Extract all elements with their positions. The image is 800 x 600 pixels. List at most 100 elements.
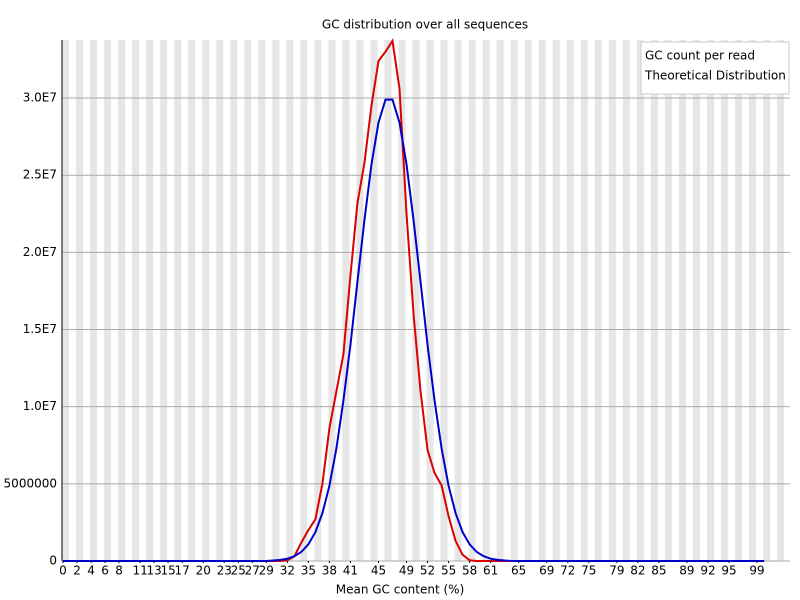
stripe bbox=[622, 40, 630, 561]
stripe bbox=[188, 40, 196, 561]
x-tick-label: 8 bbox=[115, 564, 123, 578]
stripe bbox=[650, 40, 658, 561]
x-tick-label: 69 bbox=[539, 564, 554, 578]
stripe bbox=[62, 40, 70, 561]
y-tick-label: 5000000 bbox=[4, 476, 57, 490]
stripe bbox=[580, 40, 588, 561]
stripe bbox=[160, 40, 168, 561]
stripe bbox=[720, 40, 729, 561]
stripe bbox=[412, 40, 420, 561]
stripe bbox=[468, 40, 476, 561]
x-tick-label: 72 bbox=[560, 564, 575, 578]
lines bbox=[63, 38, 765, 562]
x-tick-label: 75 bbox=[581, 564, 596, 578]
x-axis-label: Mean GC content (%) bbox=[336, 583, 465, 597]
stripe bbox=[426, 40, 434, 561]
stripe bbox=[496, 40, 504, 561]
x-tick-label: 25 bbox=[231, 564, 246, 578]
x-tick-label: 0 bbox=[59, 564, 67, 578]
stripe bbox=[328, 40, 336, 561]
stripe bbox=[314, 40, 322, 561]
stripe bbox=[356, 40, 364, 561]
stripe bbox=[230, 40, 238, 561]
y-tick-label: 1.5E7 bbox=[23, 322, 57, 336]
legend-box bbox=[640, 41, 790, 95]
legend-label: GC count per read bbox=[645, 49, 755, 63]
x-tick-label: 27 bbox=[245, 564, 260, 578]
x-tick-label: 29 bbox=[259, 564, 274, 578]
x-tick-label: 49 bbox=[399, 564, 414, 578]
y-tick-label: 2.5E7 bbox=[23, 168, 57, 182]
stripe bbox=[286, 40, 294, 561]
x-tick-label: 4 bbox=[87, 564, 95, 578]
x-tick-label: 65 bbox=[511, 564, 526, 578]
stripe bbox=[538, 40, 546, 561]
stripe bbox=[777, 40, 785, 561]
y-tick-label: 0 bbox=[49, 554, 57, 568]
x-tick-label: 52 bbox=[420, 564, 435, 578]
stripe bbox=[524, 40, 532, 561]
stripe bbox=[678, 40, 686, 561]
stripe bbox=[706, 40, 714, 561]
stripe bbox=[735, 40, 743, 561]
x-tick-label: 92 bbox=[700, 564, 715, 578]
stripe bbox=[118, 40, 126, 561]
stripe bbox=[384, 40, 392, 561]
x-tick-label: 35 bbox=[301, 564, 316, 578]
x-tick-label: 20 bbox=[196, 564, 211, 578]
x-tick-label: 13 bbox=[146, 564, 161, 578]
x-tick-label: 23 bbox=[217, 564, 232, 578]
stripe bbox=[692, 40, 700, 561]
x-tick-label: 79 bbox=[609, 564, 624, 578]
stripe bbox=[594, 40, 602, 561]
stripe bbox=[440, 40, 448, 561]
x-tick-label: 11 bbox=[132, 564, 147, 578]
y-tick-label: 1.0E7 bbox=[23, 399, 57, 413]
stripe bbox=[104, 40, 112, 561]
stripe bbox=[552, 40, 560, 561]
x-tick-label: 6 bbox=[101, 564, 109, 578]
x-tick-label: 61 bbox=[483, 564, 498, 578]
stripe bbox=[398, 40, 406, 561]
x-tick-label: 2 bbox=[73, 564, 81, 578]
chart-title: GC distribution over all sequences bbox=[322, 18, 528, 32]
x-tick-label: 55 bbox=[441, 564, 456, 578]
y-tick-label: 2.0E7 bbox=[23, 245, 57, 259]
series-line bbox=[63, 98, 765, 562]
stripe bbox=[566, 40, 574, 561]
stripe bbox=[202, 40, 210, 561]
stripe bbox=[608, 40, 616, 561]
x-tick-label: 89 bbox=[679, 564, 694, 578]
x-tick-label: 41 bbox=[343, 564, 358, 578]
legend-label: Theoretical Distribution bbox=[644, 69, 786, 83]
stripe bbox=[749, 40, 757, 561]
stripe bbox=[174, 40, 182, 561]
stripe bbox=[510, 40, 518, 561]
stripe bbox=[482, 40, 490, 561]
stripe bbox=[763, 40, 771, 561]
stripe bbox=[146, 40, 154, 561]
x-tick-label: 17 bbox=[175, 564, 190, 578]
stripe bbox=[370, 40, 378, 561]
grid bbox=[62, 97, 790, 562]
stripe bbox=[664, 40, 672, 561]
stripe bbox=[216, 40, 224, 561]
y-tick-label: 3.0E7 bbox=[23, 91, 57, 105]
stripes bbox=[62, 40, 785, 561]
stripe bbox=[272, 40, 280, 561]
stripe bbox=[454, 40, 462, 561]
x-tick-label: 58 bbox=[462, 564, 477, 578]
stripe bbox=[244, 40, 252, 561]
x-tick-label: 45 bbox=[371, 564, 386, 578]
stripe bbox=[76, 40, 84, 561]
x-tick-label: 95 bbox=[721, 564, 736, 578]
stripe bbox=[636, 40, 644, 561]
x-tick-label: 82 bbox=[630, 564, 645, 578]
x-tick-label: 32 bbox=[280, 564, 295, 578]
stripe bbox=[342, 40, 350, 561]
stripe bbox=[258, 40, 266, 561]
stripe bbox=[90, 40, 98, 561]
x-tick-label: 38 bbox=[322, 564, 337, 578]
stripe bbox=[300, 40, 308, 561]
